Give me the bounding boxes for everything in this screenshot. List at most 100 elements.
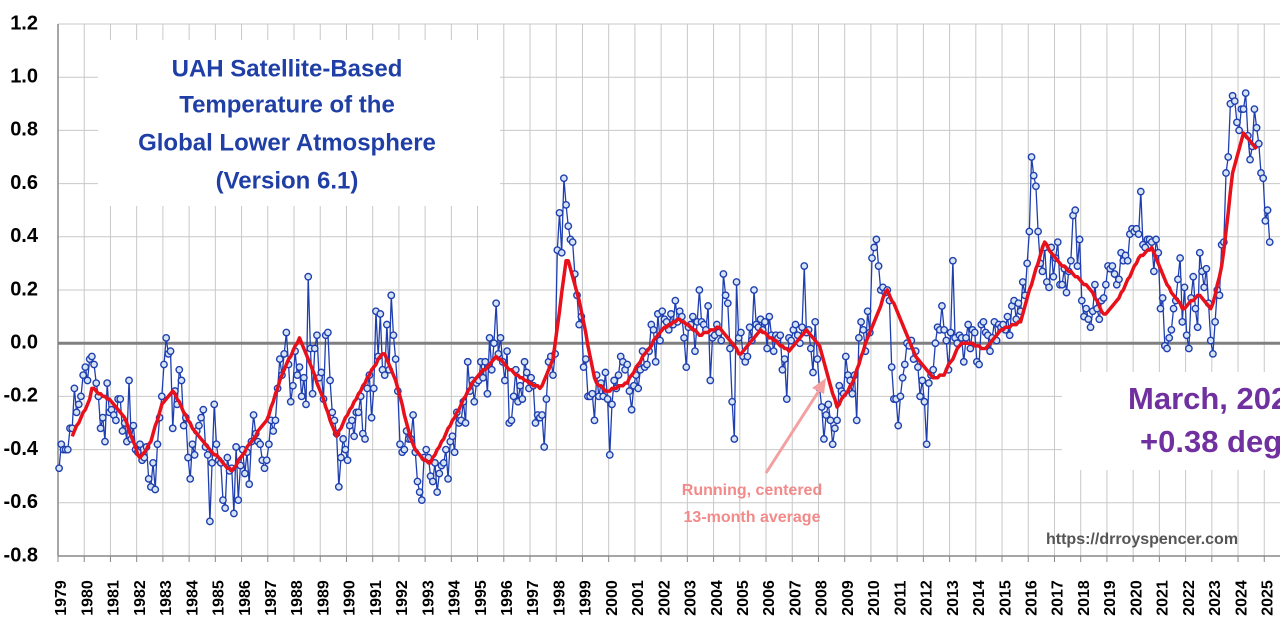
data-point [986,347,994,356]
data-point [962,333,970,342]
data-point [387,291,396,300]
data-point [1058,280,1067,289]
data-point [79,371,88,380]
data-point [77,392,85,401]
data-point [509,392,518,401]
x-tick-label: 1994 [447,580,464,616]
data-point [256,440,265,449]
data-point [1158,294,1167,302]
x-tick-label: 2007 [787,580,804,616]
data-point [809,368,817,377]
data-point [704,302,713,310]
data-point [396,440,404,449]
data-point [361,435,369,443]
data-point [1252,123,1261,132]
annotation: 13-month average [684,509,821,526]
data-point [74,400,83,409]
data-point [162,333,171,342]
data-point [1235,126,1244,135]
data-point [369,384,378,393]
data-point [527,373,536,382]
x-tick-label: 2010 [866,580,883,616]
data-point [1082,304,1091,313]
data-point [824,400,833,409]
data-point [507,416,516,425]
y-tick-label: -0.2 [4,385,38,407]
data-point [1005,331,1014,340]
data-point [483,389,492,398]
data-point [918,376,927,385]
data-point [496,333,505,342]
data-point [870,243,879,252]
data-point [1101,280,1110,289]
x-tick-label: 2018 [1076,580,1093,616]
data-point [439,458,448,467]
data-point [557,248,566,257]
data-point [485,333,494,342]
x-tick-label: 2012 [919,580,936,616]
x-tick-label: 2001 [630,580,647,616]
x-tick-label: 1993 [420,580,437,616]
x-tick-label: 1990 [342,580,359,616]
data-point [924,379,933,387]
y-tick-label: -0.4 [4,438,39,460]
data-point [203,451,212,459]
data-point [350,432,359,441]
data-point [680,333,688,342]
data-point [90,360,98,369]
data-point [1165,333,1174,342]
data-point [780,355,789,364]
data-point [894,421,903,430]
data-point [1206,336,1215,345]
data-point [175,365,184,374]
data-point [144,474,153,483]
x-tick-label: 1987 [263,580,280,616]
data-point [492,299,501,308]
data-point [481,357,490,366]
data-point [1189,272,1198,281]
data-point [168,424,177,433]
data-point [1150,267,1158,276]
x-tick-label: 2025 [1259,580,1276,616]
x-tick-label: 1984 [184,580,201,616]
x-tick-label: 2000 [604,580,621,616]
x-tick-label: 1980 [79,580,96,616]
x-tick-label: 2006 [761,580,778,616]
title-line: Global Lower Atmosphere [138,129,436,156]
data-point [942,336,951,345]
data-point [240,469,249,478]
data-point [302,400,310,409]
data-point [166,347,175,356]
data-point [1136,187,1145,196]
data-point [153,440,162,449]
data-point [970,328,979,337]
y-tick-label: -0.6 [4,491,38,513]
data-point [223,453,232,462]
data-point [313,331,321,340]
data-point [1222,169,1230,177]
data-point [1156,304,1165,313]
data-point [326,376,334,385]
data-point [376,310,385,318]
x-tick-label: 2021 [1155,580,1172,616]
data-point [776,331,785,340]
data-point [658,307,667,316]
data-point [1071,206,1080,215]
data-point [339,435,348,443]
data-point [195,421,203,430]
annotation: Running, centered [682,482,822,499]
data-point [841,352,850,361]
data-point [1095,315,1104,324]
data-point [868,254,876,262]
x-tick-label: 2002 [656,580,673,616]
data-point [417,496,426,505]
running-average-line [70,131,1258,473]
data-point [745,323,754,332]
data-point [1084,315,1093,324]
data-point [730,435,739,443]
data-point [634,384,643,393]
data-point [282,328,291,337]
data-point [1108,262,1117,270]
latest-date: March, 2025 [1128,381,1280,416]
data-point [190,451,199,459]
